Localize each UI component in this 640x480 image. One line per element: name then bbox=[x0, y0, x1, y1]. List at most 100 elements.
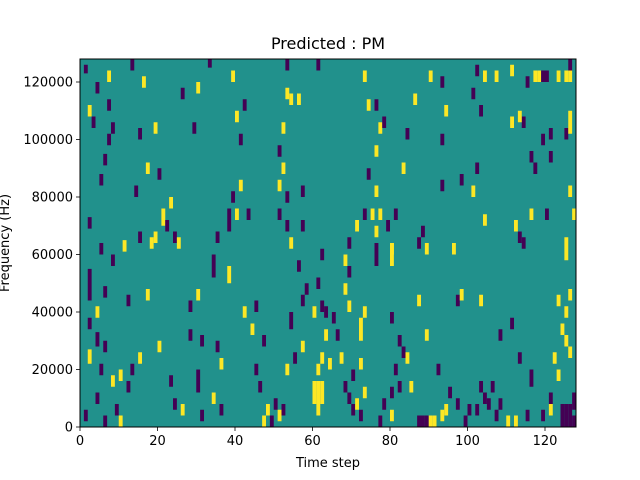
heatmap-cell bbox=[421, 415, 425, 427]
heatmap-cell bbox=[262, 415, 267, 427]
heatmap-cell bbox=[374, 185, 379, 197]
heatmap-cell bbox=[347, 237, 352, 249]
heatmap-cell bbox=[227, 208, 232, 232]
heatmap-cell bbox=[285, 87, 290, 100]
heatmap-cell bbox=[316, 59, 321, 71]
heatmap-cell bbox=[386, 220, 391, 232]
heatmap-cell bbox=[281, 122, 286, 134]
heatmap-cell bbox=[568, 59, 573, 71]
heatmap-cell bbox=[273, 398, 278, 410]
heatmap-cell bbox=[180, 404, 185, 416]
heatmap-cell bbox=[475, 404, 480, 416]
heatmap-cell bbox=[564, 335, 569, 347]
heatmap-cell bbox=[242, 99, 247, 111]
heatmap-cell bbox=[118, 369, 123, 381]
heatmap-cell bbox=[126, 294, 131, 307]
heatmap-cell bbox=[99, 363, 104, 376]
heatmap-cell bbox=[378, 122, 383, 134]
heatmap-cell bbox=[374, 99, 379, 111]
heatmap-cell bbox=[95, 332, 100, 347]
heatmap-cell bbox=[145, 162, 150, 174]
heatmap-cell bbox=[537, 70, 542, 82]
heatmap-cell bbox=[250, 323, 255, 335]
heatmap-cell bbox=[320, 248, 325, 261]
heatmap-cell bbox=[548, 151, 553, 163]
heatmap-cell bbox=[103, 415, 108, 427]
heatmap-cell bbox=[436, 363, 441, 376]
heatmap-cell bbox=[452, 243, 456, 255]
heatmap-cell bbox=[351, 369, 356, 381]
heatmap-cell bbox=[277, 409, 282, 422]
heatmap-cell bbox=[459, 174, 464, 186]
heatmap-cell bbox=[227, 266, 232, 284]
heatmap-cell bbox=[548, 128, 553, 140]
heatmap-cell bbox=[378, 415, 383, 427]
heatmap-cell bbox=[362, 306, 367, 318]
heatmap-cell bbox=[397, 335, 402, 347]
heatmap-cell bbox=[382, 398, 387, 410]
heatmap-cell bbox=[173, 231, 177, 243]
heatmap-cell bbox=[130, 59, 135, 71]
heatmap-cell bbox=[316, 363, 321, 376]
heatmap-cell bbox=[483, 70, 487, 82]
x-tick-label: 120 bbox=[533, 434, 558, 449]
heatmap-cell bbox=[517, 231, 522, 243]
heatmap-cell bbox=[556, 369, 561, 381]
heatmap-cell bbox=[382, 116, 387, 128]
heatmap-cell bbox=[95, 82, 100, 94]
heatmap-cell bbox=[417, 294, 422, 307]
heatmap-cell bbox=[211, 266, 216, 278]
heatmap-cell bbox=[238, 179, 243, 192]
heatmap-cell bbox=[467, 404, 472, 416]
heatmap-cell bbox=[374, 225, 379, 238]
heatmap-cell bbox=[568, 404, 573, 427]
heatmap-cell bbox=[324, 329, 329, 341]
heatmap-cell bbox=[568, 346, 573, 358]
heatmap-cell bbox=[300, 220, 305, 232]
heatmap-cell bbox=[331, 312, 336, 324]
heatmap-cell bbox=[254, 363, 259, 376]
heatmap-cell bbox=[459, 289, 464, 301]
y-tick-label: 60000 bbox=[32, 248, 73, 263]
heatmap-cell bbox=[359, 358, 363, 370]
heatmap-cell bbox=[277, 145, 282, 157]
heatmap-cell bbox=[130, 363, 135, 376]
heatmap-cell bbox=[541, 409, 546, 422]
heatmap-cell bbox=[126, 381, 131, 393]
heatmap-cell bbox=[490, 381, 495, 393]
heatmap-cell bbox=[556, 70, 561, 82]
heatmap-cells bbox=[83, 59, 577, 427]
heatmap-cell bbox=[343, 381, 348, 393]
heatmap-cell bbox=[479, 105, 484, 117]
heatmap-cell bbox=[568, 289, 573, 301]
y-tick-label: 100000 bbox=[23, 133, 73, 148]
y-tick-label: 40000 bbox=[32, 306, 73, 321]
y-axis-label: Frequency (Hz) bbox=[0, 194, 13, 292]
heatmap-cell bbox=[87, 268, 92, 301]
heatmap-cell bbox=[362, 70, 367, 82]
heatmap-cell bbox=[196, 289, 201, 301]
heatmap-cell bbox=[440, 133, 445, 146]
heatmap-cell bbox=[455, 294, 460, 307]
heatmap-cell bbox=[266, 404, 270, 416]
heatmap-cell bbox=[188, 300, 193, 312]
heatmap-cell bbox=[529, 208, 534, 220]
heatmap-cell bbox=[320, 352, 325, 364]
heatmap-cell bbox=[289, 93, 294, 105]
heatmap-cell bbox=[180, 87, 185, 100]
heatmap-cell bbox=[529, 151, 534, 163]
heatmap-cell bbox=[533, 162, 538, 174]
heatmap-cell bbox=[99, 243, 104, 255]
heatmap-cell bbox=[111, 254, 115, 266]
heatmap-cell bbox=[479, 294, 484, 307]
heatmap-cell bbox=[300, 294, 305, 307]
heatmap-cell bbox=[200, 335, 205, 347]
heatmap-cell bbox=[421, 225, 425, 238]
x-tick-label: 80 bbox=[382, 434, 399, 449]
heatmap-cell bbox=[564, 306, 569, 318]
heatmap-cell bbox=[293, 352, 298, 364]
heatmap-cell bbox=[339, 352, 344, 364]
heatmap-cell bbox=[114, 404, 119, 416]
heatmap-cell bbox=[525, 409, 530, 422]
